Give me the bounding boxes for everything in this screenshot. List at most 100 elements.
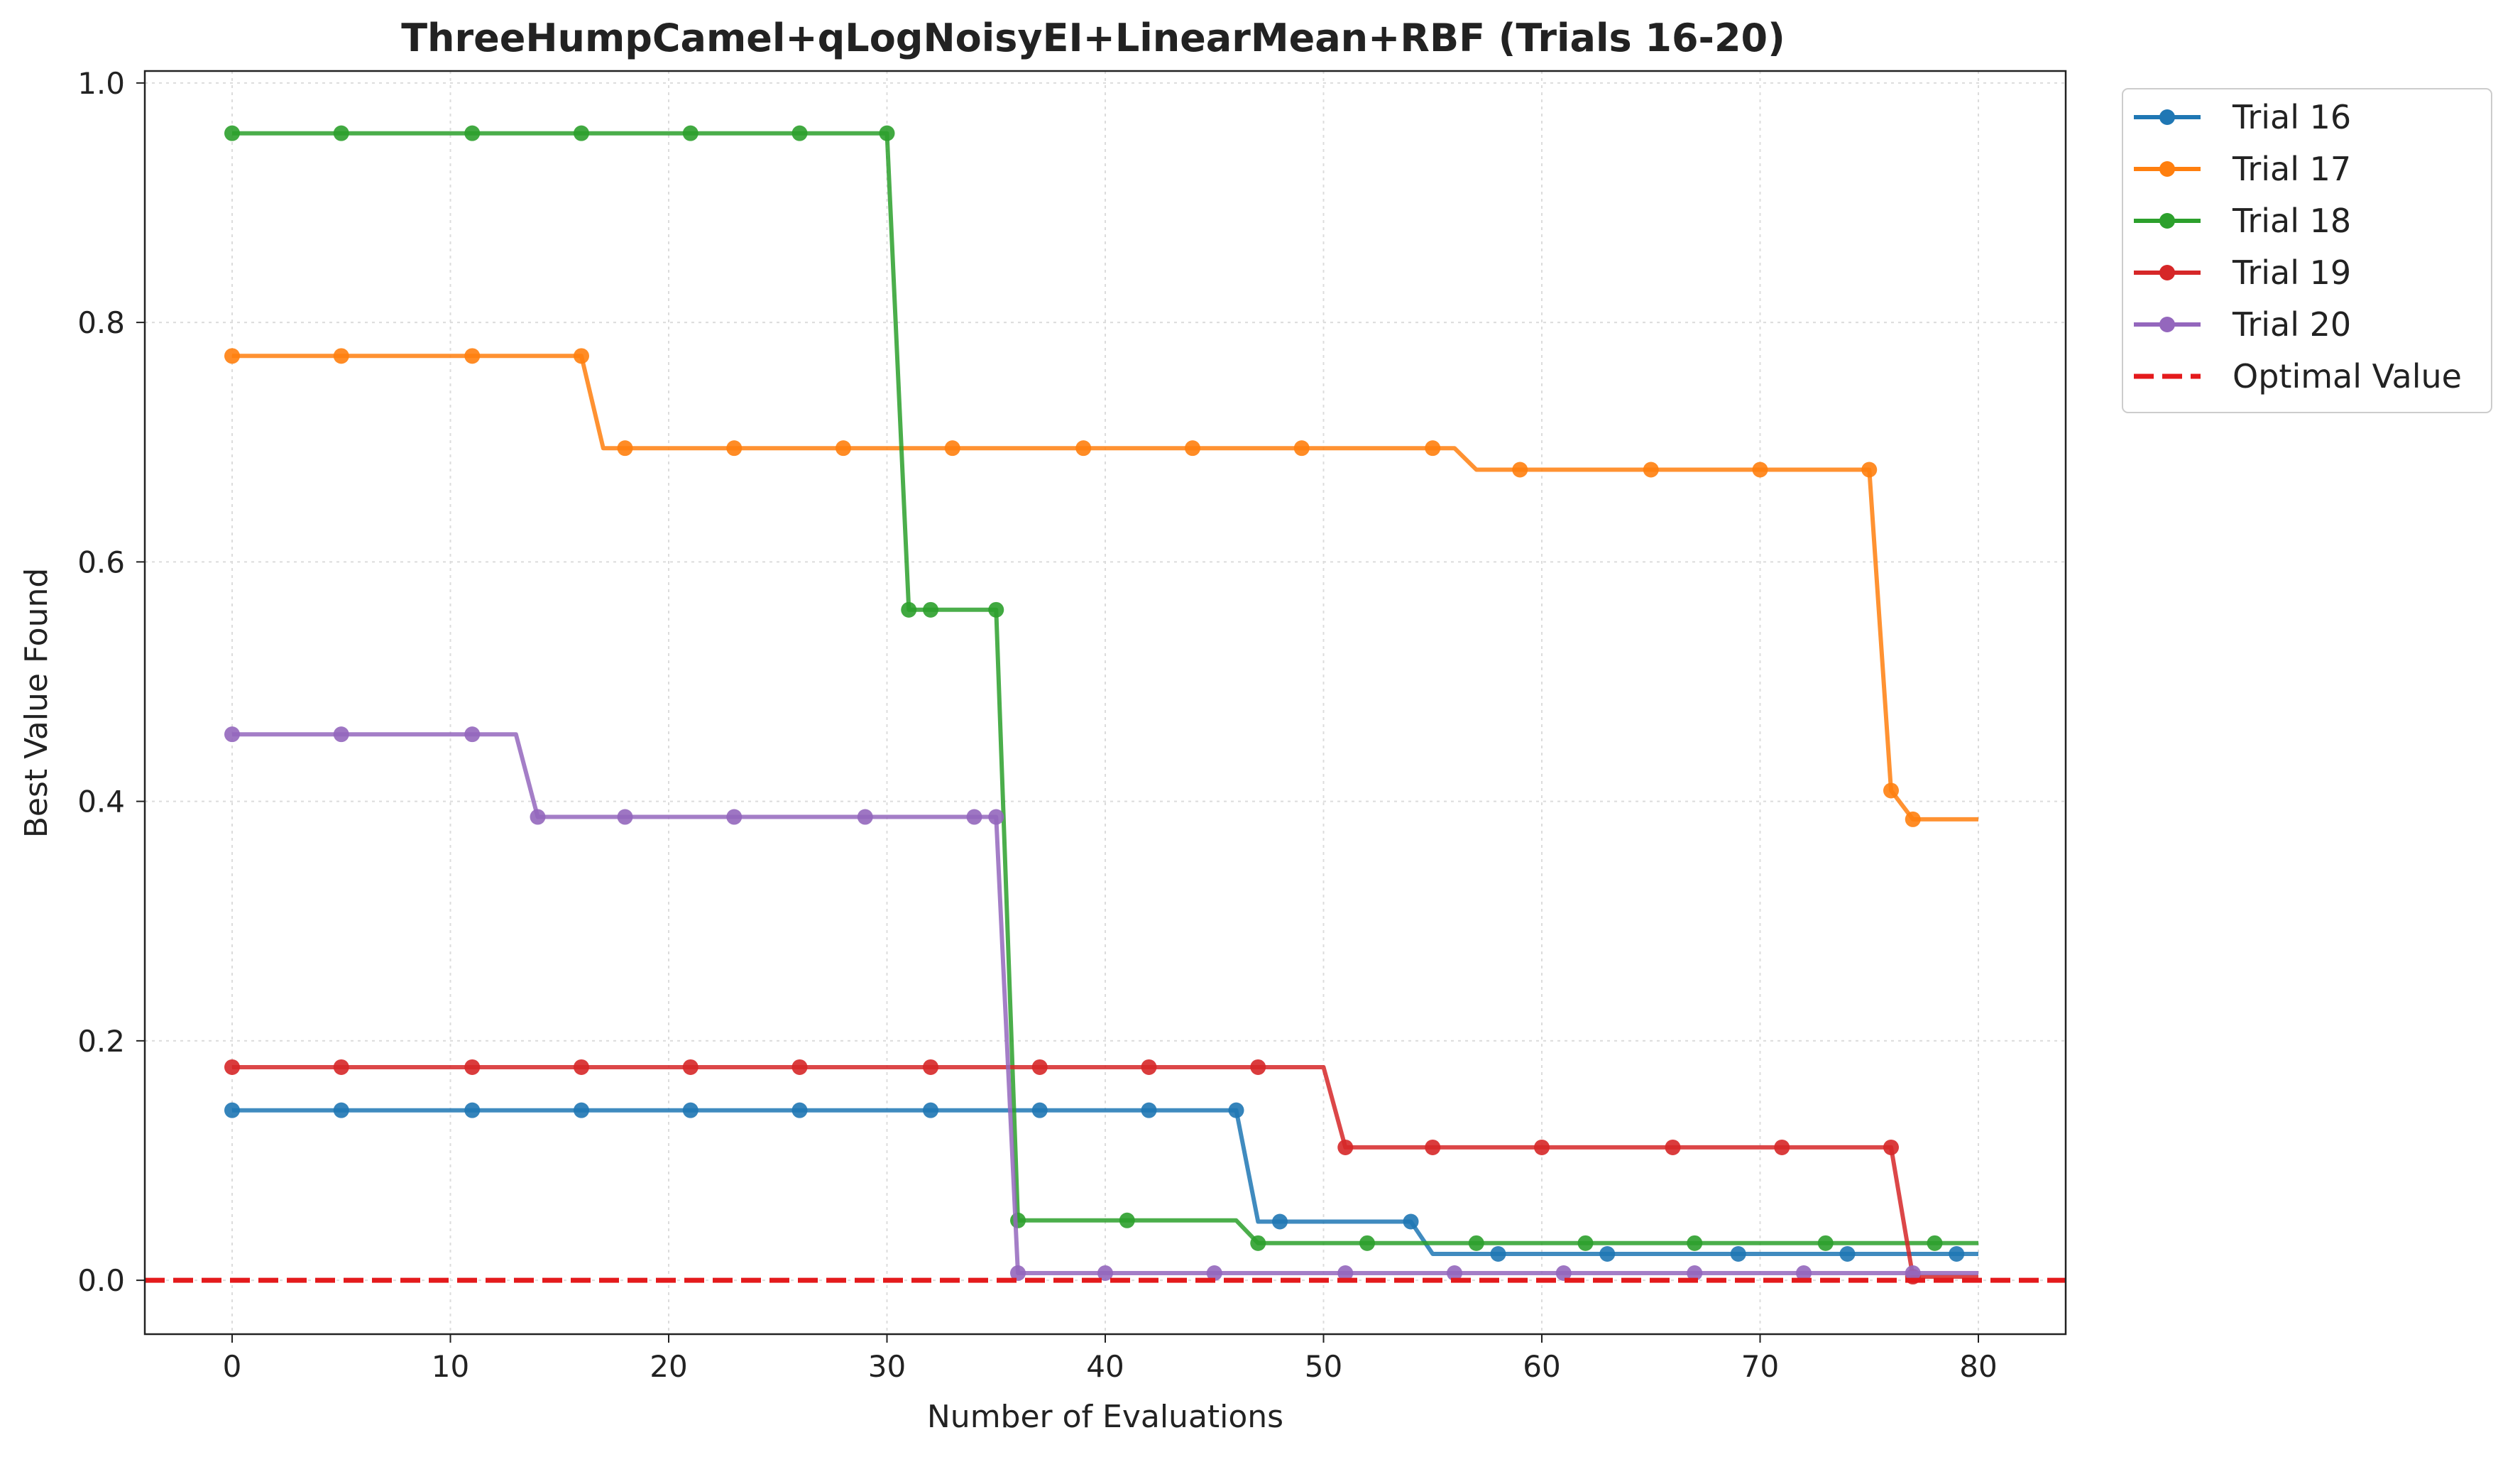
data-point [617,809,633,825]
data-point [1250,1059,1266,1075]
data-point [224,1059,240,1075]
data-point [1141,1102,1157,1118]
data-point [923,1102,938,1118]
data-point [464,1102,481,1118]
legend-label: Trial 19 [2232,253,2351,292]
data-point [1337,1139,1354,1155]
data-point [1031,1059,1048,1075]
data-point [464,125,481,141]
data-point [1447,1265,1462,1282]
data-point [1534,1139,1550,1155]
data-point [617,440,633,457]
x-tick-label: 70 [1741,1349,1779,1384]
data-point [1512,462,1528,478]
data-point [879,125,895,141]
data-point [1752,462,1768,478]
data-point [224,348,240,364]
y-tick-label: 0.2 [77,1024,125,1059]
legend-entry: Trial 20 [2134,305,2351,344]
data-point [1468,1235,1484,1251]
data-point [1293,440,1310,457]
series-line-trial-16 [232,1108,1978,1256]
data-point [1861,462,1878,478]
data-point [333,1059,349,1075]
data-point [1555,1265,1572,1282]
legend-entry: Trial 19 [2134,253,2351,292]
data-point [1796,1265,1812,1282]
x-tick-label: 60 [1523,1349,1560,1384]
legend-entry: Trial 16 [2134,98,2351,136]
legend-box [2122,88,2492,413]
data-point [1010,1212,1026,1228]
data-point [333,348,349,364]
data-point [333,125,349,141]
data-point [966,809,982,825]
data-point [944,440,960,457]
data-point [791,125,808,141]
data-point [1949,1246,1965,1262]
y-tick-label: 0.4 [77,785,125,819]
data-point [857,809,873,825]
legend-marker [2159,213,2175,229]
legend-label: Trial 17 [2232,150,2351,188]
data-point [726,440,743,457]
data-point [1425,1139,1441,1155]
data-point [1839,1246,1856,1262]
data-point [1687,1265,1703,1282]
legend-label: Trial 18 [2232,202,2351,240]
data-point [901,601,917,618]
y-tick-label: 0.6 [77,545,125,579]
data-point [1817,1235,1834,1251]
data-point [923,1059,938,1075]
data-point [923,601,938,618]
legend-label: Trial 16 [2232,98,2351,136]
data-point [1643,462,1659,478]
data-point [726,809,743,825]
data-point [682,1102,699,1118]
y-tick-label: 0.0 [77,1263,125,1298]
data-point [1883,1139,1899,1155]
data-point [1905,1265,1921,1282]
data-point [224,125,240,141]
data-point [791,1102,808,1118]
axis-ticks: 0 10 20 30 40 50 60 70 80 0.0 0.2 0.4 0.6 0.8 1.0 [77,66,1998,1384]
x-tick-label: 0 [223,1349,242,1384]
data-point [682,1059,699,1075]
data-point [1119,1212,1135,1228]
data-point [574,1059,589,1075]
legend-marker [2159,265,2175,280]
data-point [791,1059,808,1075]
data-point [1490,1246,1506,1262]
data-point [1141,1059,1157,1075]
data-point [1905,811,1921,827]
legend-marker [2159,317,2175,332]
legend-entry: Optimal Value [2134,357,2462,395]
data-point [333,726,349,743]
data-point [1774,1139,1790,1155]
data-point [1206,1265,1222,1282]
data-point [1425,440,1441,457]
data-point [988,809,1004,825]
legend: Trial 16 Trial 17 Trial 18 Trial 19 Trial 20… [2122,88,2492,413]
data-point [682,125,699,141]
series-line-trial-17 [232,354,1978,822]
y-tick-label: 0.8 [77,305,125,340]
x-axis-label: Number of Evaluations [927,1399,1283,1435]
data-point [464,1059,481,1075]
x-tick-label: 50 [1305,1349,1342,1384]
data-point [836,440,851,457]
data-point [1359,1235,1375,1251]
data-point [224,1102,240,1118]
legend-label: Optimal Value [2233,357,2462,395]
data-point [1097,1265,1113,1282]
x-tick-label: 40 [1086,1349,1124,1384]
data-point [1228,1102,1244,1118]
x-tick-label: 80 [1959,1349,1997,1384]
y-axis-label: Best Value Found [18,568,55,839]
data-point [1687,1235,1703,1251]
data-point [1599,1246,1616,1262]
legend-label: Trial 20 [2232,305,2351,344]
data-point [1403,1213,1419,1230]
